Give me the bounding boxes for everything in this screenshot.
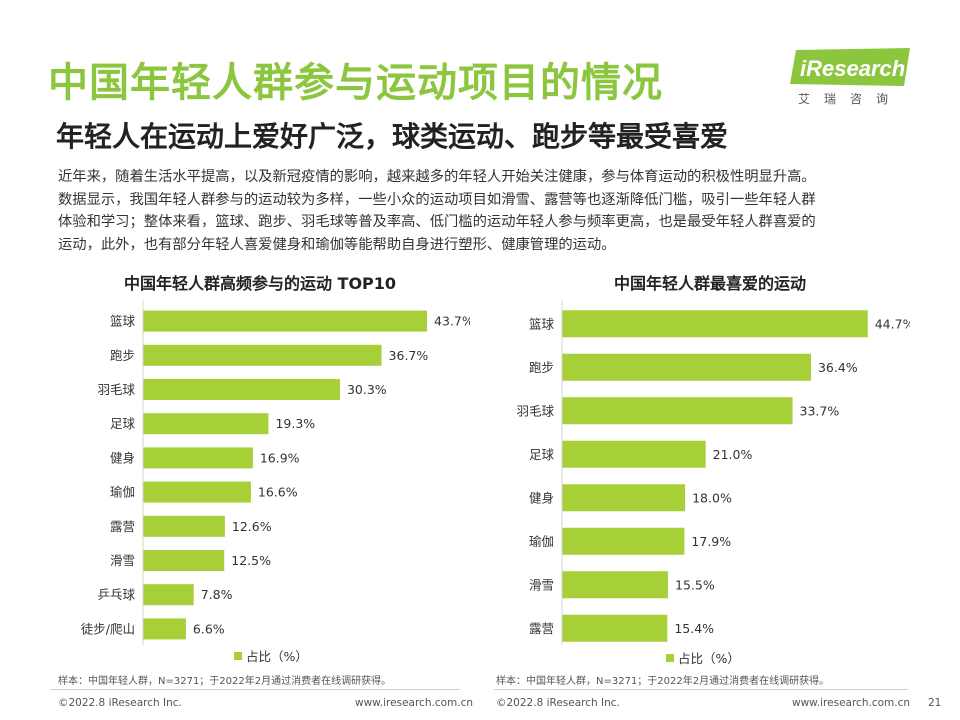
- legend-swatch: [666, 653, 674, 662]
- right-chart-legend: 占比（%）: [666, 648, 740, 667]
- value-label: 17.9%: [691, 534, 731, 549]
- category-label: 跑步: [529, 360, 554, 375]
- logo-subtext: 艾瑞咨询: [798, 92, 903, 106]
- left-sample-note: 样本：中国年轻人群，N=3271；于2022年2月通过消费者在线调研获得。: [58, 676, 392, 687]
- category-label: 足球: [529, 447, 555, 462]
- category-label: 健身: [110, 450, 135, 465]
- legend-label: 占比（%）: [246, 649, 308, 664]
- value-label: 36.7%: [389, 348, 429, 363]
- intro-paragraph: 近年来，随着生活水平提高，以及新冠疫情的影响，越来越多的年轻人开始关注健康，参与…: [58, 166, 918, 256]
- bar-7: [562, 571, 669, 599]
- category-label: 跑步: [110, 348, 135, 363]
- bar-2: [143, 344, 382, 366]
- value-label: 15.4%: [674, 621, 714, 636]
- right-sample-note: 样本：中国年轻人群，N=3271；于2022年2月通过消费者在线调研获得。: [496, 676, 830, 687]
- value-label: 36.4%: [818, 360, 858, 375]
- legend-label: 占比（%）: [678, 651, 740, 666]
- footer-url-left[interactable]: www.iresearch.com.cn: [355, 697, 474, 709]
- bar-4: [143, 413, 269, 435]
- value-label: 33.7%: [800, 403, 840, 418]
- intro-line: 运动，此外，也有部分年轻人喜爱健身和瑜伽等能帮助自身进行塑形、健康管理的运动。: [58, 236, 616, 253]
- value-label: 16.9%: [260, 450, 300, 465]
- value-label: 15.5%: [675, 577, 715, 592]
- category-label: 徒步/爬山: [81, 621, 135, 636]
- bar-9: [143, 584, 194, 606]
- category-label: 滑雪: [529, 577, 554, 592]
- right-bar-chart: 篮球 44.7% 跑步 36.4% 羽毛球 33.7% 足球 21.0% 健身 18.0% 瑜伽 17…: [516, 300, 910, 645]
- footer-url-right[interactable]: www.iresearch.com.cn: [792, 697, 911, 709]
- category-label: 瑜伽: [110, 485, 135, 500]
- intro-line: 近年来，随着生活水平提高，以及新冠疫情的影响，越来越多的年轻人开始关注健康，参与…: [58, 169, 816, 185]
- iresearch-logo: iResearch 艾瑞咨询: [790, 48, 912, 110]
- bar-6: [143, 481, 251, 503]
- page-title: 中国年轻人群参与运动项目的情况: [48, 60, 663, 106]
- left-bar-chart: 篮球 43.7% 跑步 36.7% 羽毛球 30.3% 足球 19.3% 健身 16.9% 瑜伽 16…: [81, 300, 470, 645]
- bar-4: [562, 440, 706, 468]
- bar-3: [143, 379, 340, 400]
- value-label: 18.0%: [692, 490, 732, 505]
- value-label: 7.8%: [201, 587, 233, 602]
- category-label: 露营: [110, 519, 135, 534]
- bar-1: [562, 310, 868, 338]
- bar-7: [143, 515, 225, 537]
- intro-line: 数据显示，我国年轻人群参与的运动较为多样，一些小众的运动项目如滑雪、露营等也逐渐…: [58, 191, 816, 208]
- left-chart-title: 中国年轻人群高频参与的运动 TOP10: [123, 274, 397, 293]
- bar-2: [562, 353, 811, 381]
- value-label: 6.6%: [193, 621, 225, 636]
- page-number: 21: [928, 697, 942, 709]
- value-label: 12.6%: [232, 519, 272, 534]
- page-subtitle: 年轻人在运动上爱好广泛，球类运动、跑步等最受喜爱: [56, 120, 729, 153]
- bar-10: [143, 618, 186, 640]
- value-label: 30.3%: [347, 382, 387, 397]
- bar-8: [143, 550, 225, 571]
- bar-5: [562, 484, 686, 512]
- left-chart-legend: 占比（%）: [234, 646, 308, 665]
- value-label: 19.3%: [275, 416, 315, 431]
- value-label: 44.7%: [875, 316, 910, 331]
- bar-3: [562, 397, 793, 425]
- category-label: 健身: [529, 490, 554, 505]
- right-chart-title: 中国年轻人群最喜爱的运动: [613, 274, 806, 293]
- value-label: 12.5%: [231, 553, 271, 568]
- intro-line: 体验和学习；整体来看，篮球、跑步、羽毛球等普及率高、低门槛的运动年轻人参与频率更…: [58, 214, 816, 231]
- category-label: 篮球: [529, 316, 555, 331]
- value-label: 21.0%: [713, 447, 753, 462]
- footer-divider-left: [50, 689, 460, 690]
- footer-copyright-right: ©2022.8 iResearch Inc.: [496, 697, 620, 709]
- category-label: 露营: [529, 621, 554, 636]
- category-label: 瑜伽: [529, 534, 554, 549]
- category-label: 羽毛球: [97, 382, 135, 397]
- legend-swatch: [234, 651, 242, 660]
- footer-divider-right: [494, 689, 908, 690]
- category-label: 乒乓球: [97, 587, 135, 602]
- value-label: 43.7%: [434, 314, 470, 329]
- logo-brand: iResearch: [800, 56, 906, 81]
- value-label: 16.6%: [258, 485, 298, 500]
- bar-8: [562, 614, 668, 642]
- footer-copyright-left: ©2022.8 iResearch Inc.: [58, 697, 182, 709]
- bar-1: [143, 310, 428, 332]
- bar-5: [143, 447, 253, 469]
- category-label: 羽毛球: [516, 403, 554, 418]
- category-label: 滑雪: [110, 553, 135, 568]
- category-label: 足球: [110, 416, 136, 431]
- bar-6: [562, 527, 685, 555]
- category-label: 篮球: [110, 314, 136, 329]
